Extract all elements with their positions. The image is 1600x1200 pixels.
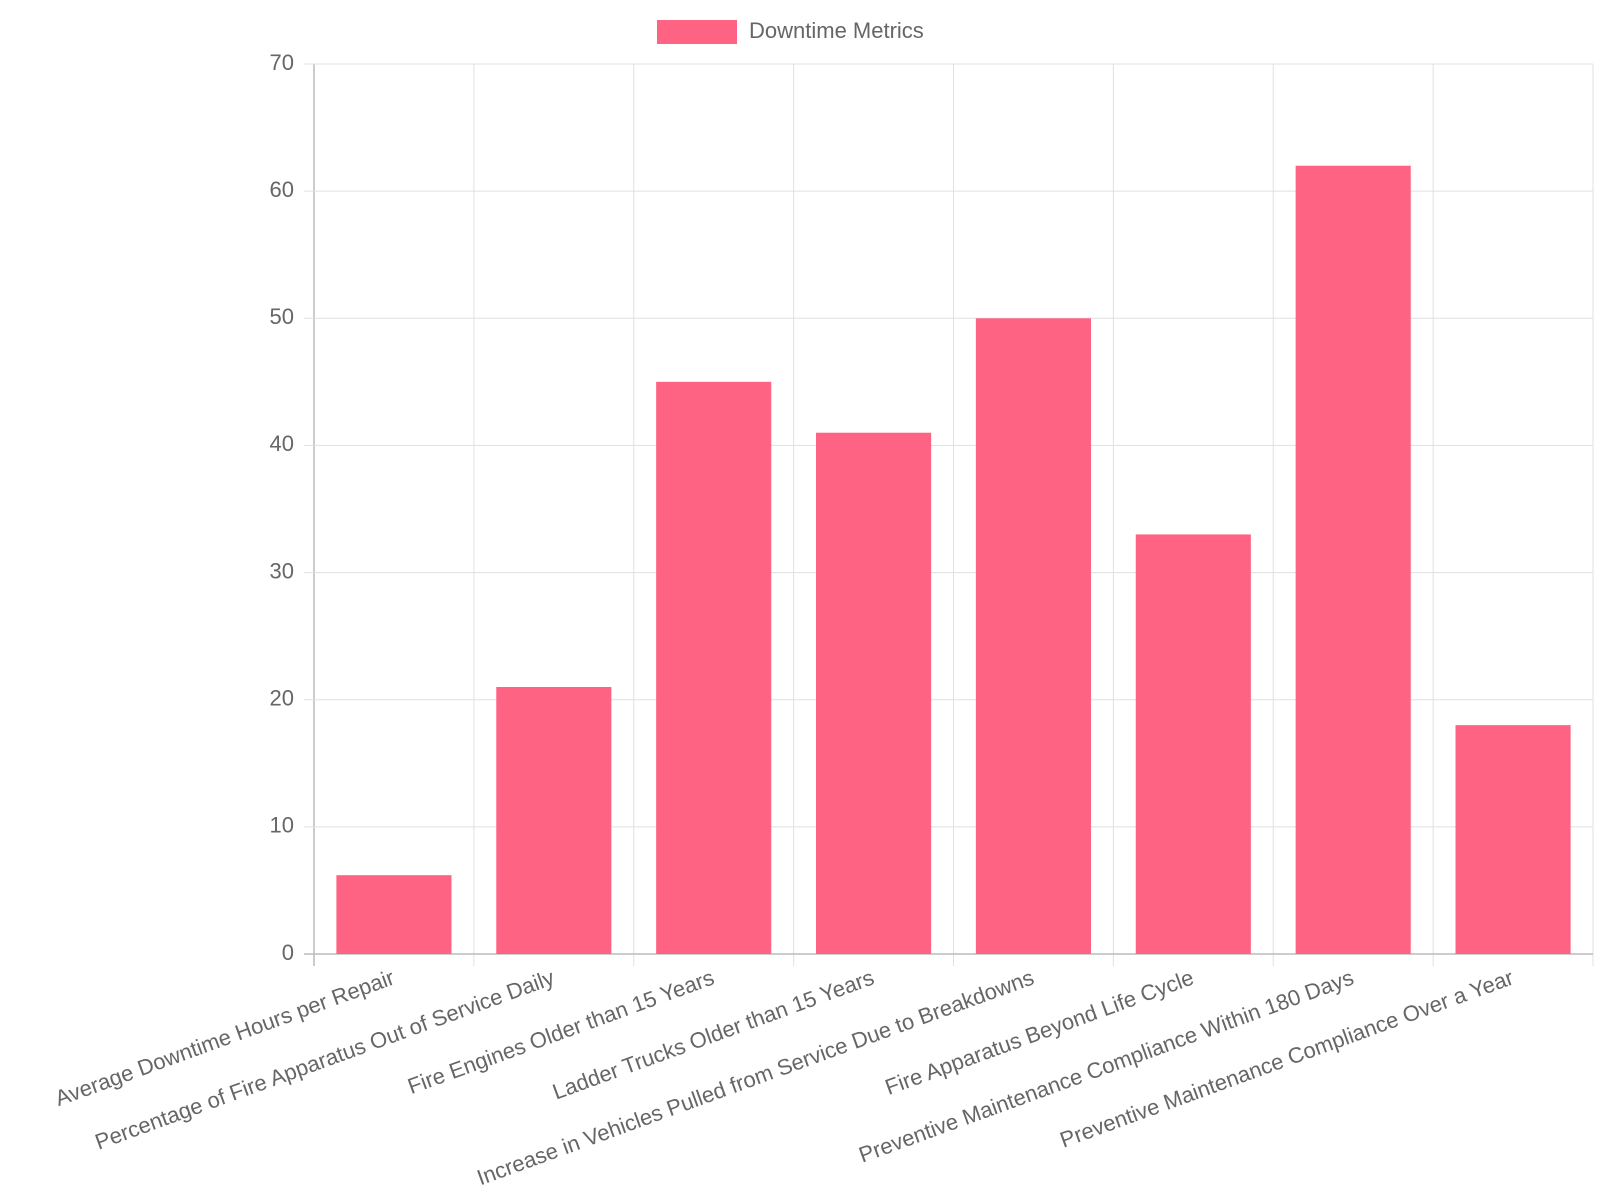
y-tick-label: 10 — [270, 813, 294, 838]
y-tick-label: 40 — [270, 431, 294, 456]
bar — [975, 318, 1091, 954]
y-tick-label: 20 — [270, 686, 294, 711]
y-tick-label: 70 — [270, 50, 294, 75]
y-tick-label: 50 — [270, 304, 294, 329]
bar — [656, 381, 772, 954]
bar — [1135, 534, 1251, 954]
legend-label: Downtime Metrics — [749, 18, 924, 43]
y-tick-label: 60 — [270, 177, 294, 202]
legend-swatch — [657, 20, 737, 44]
bar — [336, 875, 452, 954]
bar — [1455, 725, 1571, 954]
bar — [1295, 165, 1411, 954]
bar — [496, 687, 612, 954]
bar — [816, 432, 932, 954]
y-tick-label: 30 — [270, 558, 294, 583]
y-tick-label: 0 — [282, 940, 294, 965]
